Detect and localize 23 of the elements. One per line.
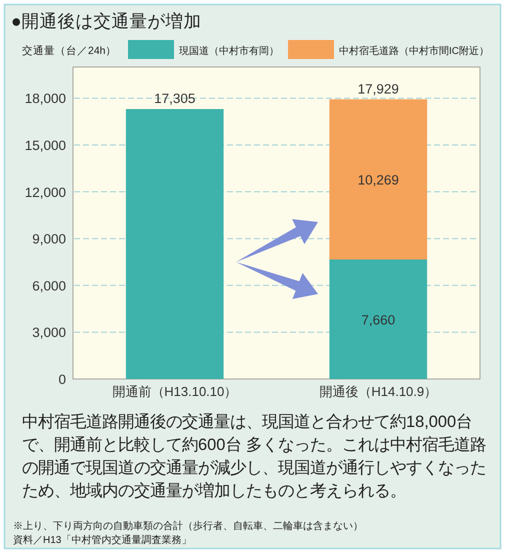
x-tick-label: 開通後（H14.10.9） xyxy=(319,384,438,399)
text: ※上り、下り両方向の自動車類の合計（歩行者、自転車、二輪車は含まない） xyxy=(13,520,364,534)
bar xyxy=(329,99,428,260)
x-tick-label: 開通前（H13.10.10） xyxy=(112,384,238,399)
chart-title: ●開通後は交通量が増加 xyxy=(11,11,202,31)
y-tick-label: 6,000 xyxy=(32,278,66,294)
legend-label: 現国道（中村市有岡） xyxy=(179,45,279,57)
y-tick-label: 18,000 xyxy=(24,91,66,106)
y-tick-label: 12,000 xyxy=(24,184,66,200)
data-label: 7,660 xyxy=(361,312,396,328)
total-label: 17,305 xyxy=(154,91,196,106)
y-tick-label: 3,000 xyxy=(32,325,66,340)
bar xyxy=(329,260,428,379)
text: 中村宿毛道路開通後の交通量は、現国道と合わせて約18,000台で、開通前と比較して約600台 多くなった。これは中村宿毛道路の開通で現国道の交通量が減少し、現国道が通行しやすくなったため、地域内の交通量が増加したものと考えられる。 xyxy=(22,412,486,502)
total-label: 17,929 xyxy=(358,81,399,96)
y-tick-label: 15,000 xyxy=(24,138,66,153)
legend-label: 中村宿毛道路（中村市間IC附近） xyxy=(339,45,489,57)
bar xyxy=(126,109,224,379)
data-label: 10,269 xyxy=(358,172,399,188)
y-tick-label: 0 xyxy=(58,372,66,387)
y-tick-label: 9,000 xyxy=(32,232,66,247)
text: 資料／H13「中村管内交通量調査業務」 xyxy=(13,534,192,548)
y-axis-title: 交通量（台／24h） xyxy=(22,44,117,57)
